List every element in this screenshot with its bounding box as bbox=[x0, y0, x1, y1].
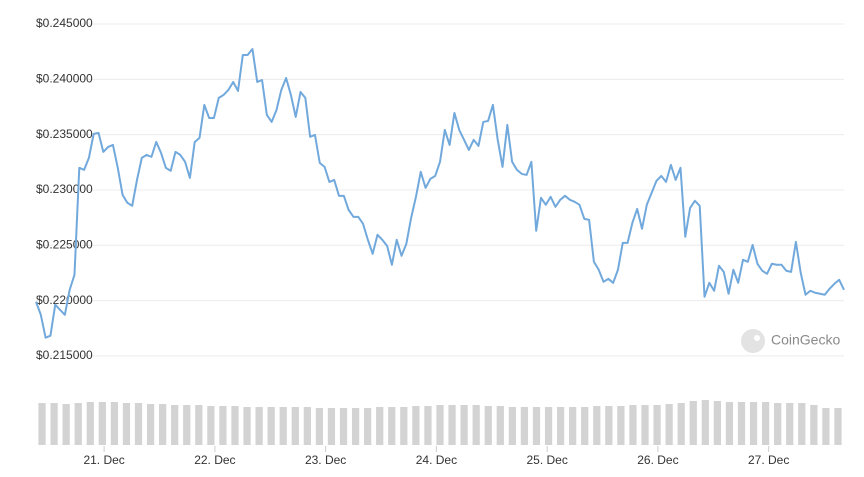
volume-bar bbox=[761, 402, 770, 445]
volume-bar bbox=[243, 407, 251, 445]
volume-bar bbox=[279, 407, 287, 445]
volume-bar bbox=[315, 408, 324, 445]
volume-bar bbox=[231, 406, 239, 445]
volume-bar bbox=[122, 403, 131, 445]
y-tick-label: $0.225000 bbox=[36, 237, 93, 251]
volume-bar bbox=[412, 406, 420, 445]
volume-bar bbox=[641, 405, 649, 445]
volume-bar bbox=[774, 403, 782, 445]
x-tick-label: 22. Dec bbox=[194, 453, 235, 467]
watermark-logo-eye bbox=[754, 335, 760, 341]
price-chart: $0.215000 $0.220000 $0.225000 $0.230000 $0.2… bbox=[35, 16, 845, 467]
volume-bar bbox=[725, 402, 734, 445]
watermark: CoinGecko bbox=[741, 329, 840, 353]
volume-bar bbox=[737, 402, 746, 445]
volume-bar bbox=[448, 405, 456, 445]
volume-bar bbox=[134, 403, 143, 445]
volume-bar bbox=[110, 402, 119, 445]
volume-bar bbox=[98, 402, 106, 445]
volume-bar bbox=[508, 407, 516, 445]
volume-bar bbox=[303, 407, 311, 445]
watermark-logo bbox=[741, 329, 765, 353]
x-tick-label: 26. Dec bbox=[637, 453, 678, 467]
x-tick-label: 27. Dec bbox=[748, 453, 789, 467]
y-tick-label: $0.245000 bbox=[36, 16, 93, 30]
volume-bar bbox=[484, 406, 492, 445]
volume-bar bbox=[436, 405, 444, 445]
volume-bar bbox=[50, 403, 58, 445]
volume-bar bbox=[267, 407, 275, 445]
volume-bar bbox=[327, 408, 336, 445]
volume-bar bbox=[376, 407, 384, 445]
volume-bar bbox=[605, 406, 613, 445]
price-line bbox=[35, 48, 845, 339]
volume-bar bbox=[544, 407, 553, 445]
volume-bar bbox=[38, 403, 46, 445]
volume-bar bbox=[810, 405, 818, 445]
y-tick-label: $0.230000 bbox=[36, 182, 93, 196]
volume-bar bbox=[146, 404, 155, 445]
volume-bar bbox=[617, 406, 625, 445]
volume-bar bbox=[520, 407, 529, 445]
volume-bar bbox=[291, 407, 299, 445]
volume-bar bbox=[701, 400, 709, 445]
volume-bar bbox=[219, 406, 227, 445]
volume-bar bbox=[677, 403, 685, 445]
volume-bar bbox=[255, 407, 263, 445]
volume-bar bbox=[183, 405, 191, 445]
volume-bar bbox=[472, 405, 480, 445]
volume-bar bbox=[629, 405, 637, 445]
volume-bar bbox=[689, 401, 697, 445]
volume-bar bbox=[351, 408, 360, 445]
volume-bar bbox=[400, 407, 408, 445]
volume-bar bbox=[665, 404, 673, 445]
x-tick-label: 25. Dec bbox=[526, 453, 567, 467]
volume-bar bbox=[74, 403, 82, 445]
watermark-text: CoinGecko bbox=[771, 332, 840, 348]
volume-bar bbox=[786, 403, 794, 445]
volume-bar bbox=[171, 405, 179, 445]
volume-bar bbox=[339, 408, 348, 445]
volume-bar bbox=[581, 407, 589, 445]
y-tick-label: $0.215000 bbox=[36, 348, 93, 362]
x-tick-label: 23. Dec bbox=[305, 453, 346, 467]
volume-bar bbox=[713, 401, 721, 445]
volume-bar bbox=[569, 407, 577, 445]
volume-bar bbox=[364, 408, 372, 445]
y-tick-label: $0.235000 bbox=[36, 127, 93, 141]
y-tick-label: $0.220000 bbox=[36, 293, 93, 307]
volume-bar bbox=[388, 407, 396, 445]
volume-bar bbox=[195, 405, 203, 445]
volume-bar bbox=[593, 406, 601, 445]
volume-bar bbox=[834, 408, 842, 445]
x-tick-label: 21. Dec bbox=[83, 453, 124, 467]
volume-bar bbox=[556, 407, 565, 445]
volume-bar bbox=[460, 405, 468, 445]
volume-bar bbox=[822, 408, 830, 445]
volume-bar bbox=[62, 404, 70, 445]
volume-bar bbox=[798, 403, 806, 445]
volume-bar bbox=[424, 406, 432, 445]
x-tick-label: 24. Dec bbox=[416, 453, 457, 467]
y-tick-label: $0.240000 bbox=[36, 71, 93, 85]
volume-chart bbox=[38, 400, 842, 445]
volume-bar bbox=[653, 405, 661, 445]
volume-bar bbox=[749, 402, 758, 445]
volume-bar bbox=[496, 406, 504, 445]
volume-bar bbox=[532, 407, 541, 445]
volume-bar bbox=[86, 402, 94, 445]
volume-bar bbox=[207, 406, 215, 445]
volume-bar bbox=[159, 404, 167, 445]
